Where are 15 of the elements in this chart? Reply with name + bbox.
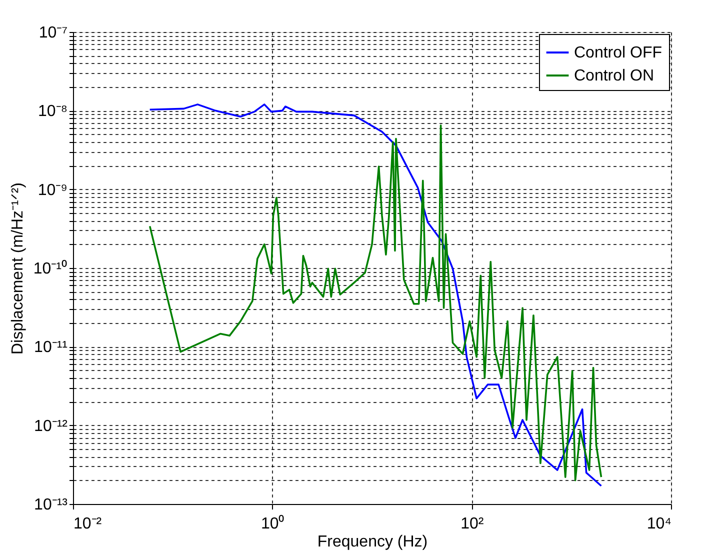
- legend-label: Control ON: [574, 68, 654, 84]
- y-tick-label: 10⁻¹³: [34, 496, 68, 514]
- y-tick-label: 10⁻⁸: [38, 103, 68, 120]
- y-tick-label: 10⁻¹¹: [34, 339, 68, 356]
- legend-label: Control OFF: [574, 44, 662, 62]
- x-tick-label: 10⁴: [646, 516, 672, 532]
- x-tick-label: 10⁰: [260, 514, 285, 532]
- y-tick-label: 10⁻¹²: [34, 418, 68, 435]
- x-axis-title: Frequency (Hz): [317, 534, 428, 550]
- x-tick-label: 10²: [460, 516, 484, 532]
- y-tick-label: 10⁻⁹: [38, 182, 68, 199]
- y-axis-title: Displacement (m/Hz⁻¹ᐟ²): [9, 182, 26, 355]
- x-tick-label: 10⁻²: [74, 516, 102, 532]
- y-tick-label: 10⁻⁷: [38, 24, 68, 42]
- y-tick-label: 10⁻¹⁰: [33, 260, 68, 278]
